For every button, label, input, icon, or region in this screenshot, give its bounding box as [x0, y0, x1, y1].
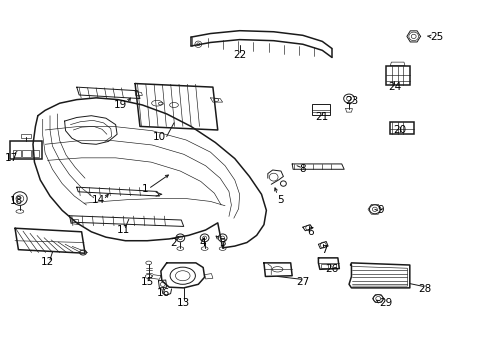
Text: 4: 4: [200, 238, 206, 248]
Text: 18: 18: [9, 197, 22, 206]
Text: 5: 5: [277, 195, 284, 204]
Bar: [321, 264, 327, 267]
Text: 21: 21: [315, 112, 328, 122]
Text: 2: 2: [170, 238, 177, 248]
Text: 1: 1: [141, 184, 148, 194]
Text: 15: 15: [141, 277, 154, 287]
Bar: [329, 264, 336, 267]
Bar: [10, 141, 41, 158]
Bar: [385, 66, 409, 85]
Text: 14: 14: [92, 195, 105, 204]
Text: 19: 19: [114, 100, 127, 110]
Text: 6: 6: [306, 227, 313, 237]
Bar: [311, 104, 329, 115]
Text: 27: 27: [296, 277, 309, 287]
Text: 8: 8: [299, 164, 305, 174]
Text: 22: 22: [233, 50, 246, 60]
Text: 10: 10: [153, 132, 165, 142]
Text: 16: 16: [156, 288, 169, 297]
Bar: [21, 134, 30, 138]
Text: 11: 11: [116, 225, 129, 235]
Bar: [32, 150, 39, 157]
Text: 7: 7: [321, 245, 327, 255]
Text: 12: 12: [41, 257, 54, 267]
Text: 25: 25: [429, 32, 442, 42]
Text: 20: 20: [393, 125, 406, 135]
Text: 13: 13: [177, 298, 190, 308]
Bar: [389, 122, 413, 134]
Text: 26: 26: [325, 264, 338, 274]
Text: 3: 3: [219, 238, 225, 248]
Bar: [13, 150, 21, 157]
Text: 9: 9: [377, 205, 383, 215]
Bar: [22, 150, 31, 157]
Text: 24: 24: [388, 82, 401, 92]
Text: 17: 17: [4, 153, 18, 163]
Text: 29: 29: [378, 298, 391, 308]
Text: 28: 28: [417, 284, 430, 294]
Text: 23: 23: [344, 96, 357, 107]
